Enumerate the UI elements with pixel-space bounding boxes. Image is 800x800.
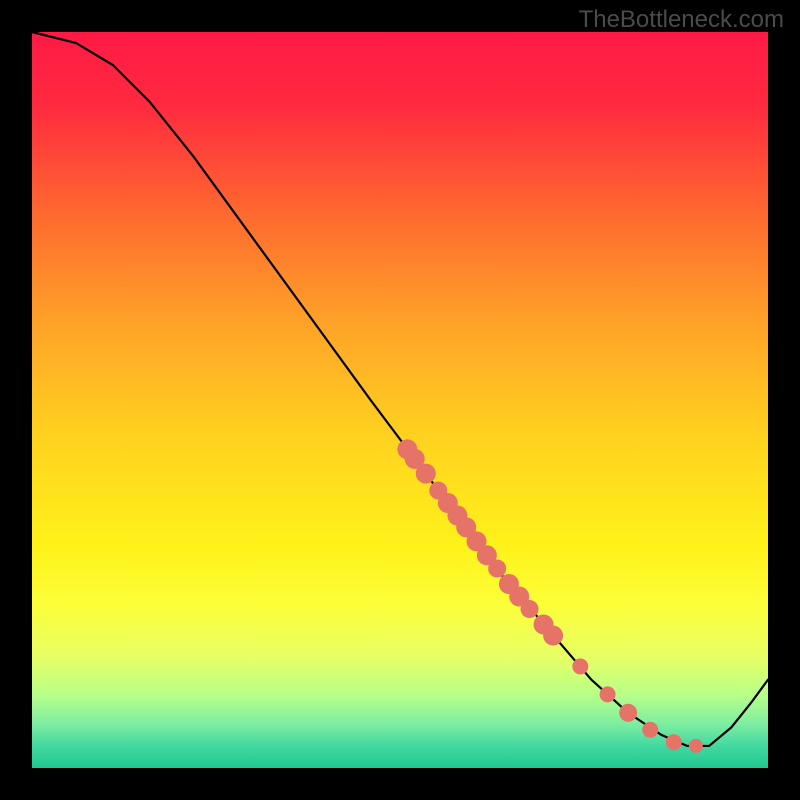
data-marker <box>600 686 616 702</box>
data-marker <box>488 560 506 578</box>
data-marker <box>666 734 682 750</box>
data-marker <box>619 704 637 722</box>
data-marker <box>543 626 563 646</box>
watermark-label: TheBottleneck.com <box>579 6 784 34</box>
chart-plot-area <box>32 32 768 768</box>
chart-svg <box>32 32 768 768</box>
data-marker <box>416 464 436 484</box>
data-marker <box>521 600 539 618</box>
bottleneck-curve <box>32 32 768 746</box>
data-marker <box>689 739 703 753</box>
data-marker <box>572 658 588 674</box>
data-marker <box>642 722 658 738</box>
